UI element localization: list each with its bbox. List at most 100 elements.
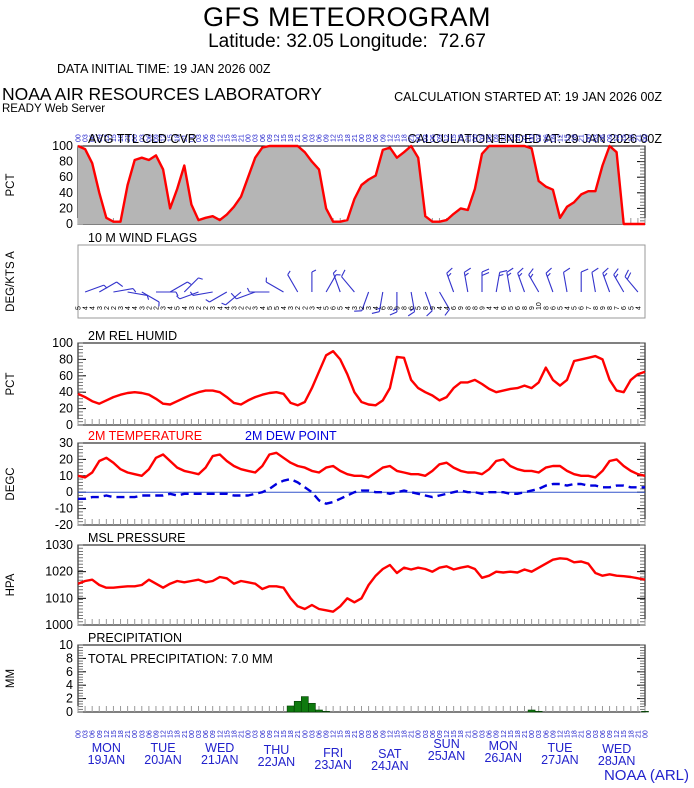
svg-text:18: 18 (288, 730, 295, 738)
svg-text:21: 21 (579, 730, 586, 738)
svg-text:21: 21 (409, 134, 416, 142)
svg-text:2: 2 (153, 306, 160, 310)
svg-text:7: 7 (614, 306, 621, 310)
svg-text:09: 09 (210, 730, 217, 738)
svg-text:09: 09 (324, 730, 331, 738)
svg-text:4: 4 (132, 306, 139, 310)
svg-text:3: 3 (352, 306, 359, 310)
svg-text:03: 03 (139, 134, 146, 142)
svg-text:21: 21 (522, 730, 529, 738)
svg-text:1000: 1000 (45, 618, 73, 632)
svg-text:00: 00 (529, 730, 536, 738)
svg-text:21: 21 (409, 730, 416, 738)
svg-text:3: 3 (97, 306, 104, 310)
svg-text:HPA: HPA (5, 573, 17, 596)
svg-text:10 M WIND FLAGS: 10 M WIND FLAGS (88, 231, 197, 245)
svg-text:TUE: TUE (547, 741, 572, 755)
svg-text:18: 18 (345, 134, 352, 142)
svg-text:0: 0 (66, 705, 73, 719)
svg-text:4: 4 (125, 306, 132, 310)
svg-text:00: 00 (189, 134, 196, 142)
svg-text:06: 06 (600, 730, 607, 738)
svg-text:6: 6 (409, 306, 416, 310)
svg-text:20: 20 (59, 201, 73, 215)
svg-text:4: 4 (316, 306, 323, 310)
svg-text:18: 18 (458, 134, 465, 142)
svg-text:09: 09 (380, 730, 387, 738)
svg-text:21: 21 (579, 134, 586, 142)
svg-text:AVG TTL CLD CVR: AVG TTL CLD CVR (88, 132, 197, 146)
series-dew_point_2m_c (78, 477, 645, 505)
svg-text:8: 8 (522, 306, 529, 310)
svg-text:03: 03 (423, 730, 430, 738)
svg-text:4: 4 (260, 306, 267, 310)
svg-text:03: 03 (253, 730, 260, 738)
svg-text:06: 06 (487, 730, 494, 738)
svg-text:60: 60 (59, 369, 73, 383)
svg-text:3: 3 (231, 306, 238, 310)
svg-text:15: 15 (508, 134, 515, 142)
svg-text:15: 15 (168, 730, 175, 738)
svg-text:21: 21 (352, 730, 359, 738)
svg-text:2: 2 (302, 306, 309, 310)
svg-text:00: 00 (302, 730, 309, 738)
svg-text:06: 06 (203, 730, 210, 738)
svg-text:06: 06 (90, 134, 97, 142)
panel-pres: MSL PRESSURE HPA 1000 1010 1020 1030 (5, 531, 646, 632)
svg-text:21JAN: 21JAN (201, 753, 239, 767)
series-temperature_2m_c (77, 451, 646, 479)
svg-text:8: 8 (423, 306, 430, 310)
svg-text:12: 12 (217, 730, 224, 738)
svg-text:DEGC: DEGC (5, 467, 17, 500)
svg-text:12: 12 (501, 730, 508, 738)
svg-text:9: 9 (458, 306, 465, 310)
svg-text:5: 5 (338, 306, 345, 310)
svg-text:15: 15 (565, 134, 572, 142)
svg-text:MM: MM (5, 669, 17, 688)
svg-text:21: 21 (239, 134, 246, 142)
svg-text:12: 12 (104, 730, 111, 738)
svg-text:2: 2 (239, 306, 246, 310)
svg-text:21: 21 (295, 730, 302, 738)
svg-text:09: 09 (550, 730, 557, 738)
precip-bars (286, 696, 649, 713)
svg-text:2: 2 (66, 692, 73, 706)
svg-text:8: 8 (402, 306, 409, 310)
svg-text:12: 12 (274, 134, 281, 142)
svg-text:15: 15 (281, 730, 288, 738)
svg-text:06: 06 (316, 134, 323, 142)
svg-text:12: 12 (161, 134, 168, 142)
svg-text:10: 10 (536, 302, 543, 310)
svg-text:5: 5 (572, 306, 579, 310)
svg-text:MSL PRESSURE: MSL PRESSURE (88, 531, 185, 545)
svg-text:4: 4 (373, 306, 380, 310)
svg-text:40: 40 (59, 385, 73, 399)
svg-text:00: 00 (643, 134, 650, 142)
svg-text:09: 09 (153, 134, 160, 142)
hour-labels-top: 00 03 06 09 12 15 18 21 00 03 06 09 12 15 18 21 00 03 06 09… (76, 134, 650, 142)
svg-text:03: 03 (479, 134, 486, 142)
svg-text:15: 15 (394, 730, 401, 738)
svg-text:6: 6 (501, 306, 508, 310)
svg-text:15: 15 (224, 730, 231, 738)
svg-text:03: 03 (309, 134, 316, 142)
series-msl_pressure_hpa (77, 557, 646, 613)
svg-text:19JAN: 19JAN (88, 753, 126, 767)
svg-text:18: 18 (572, 134, 579, 142)
svg-text:80: 80 (59, 352, 73, 366)
svg-text:03: 03 (83, 730, 90, 738)
svg-text:1020: 1020 (45, 565, 73, 579)
svg-text:28JAN: 28JAN (598, 754, 636, 768)
svg-text:23JAN: 23JAN (314, 758, 352, 772)
svg-text:3: 3 (139, 306, 146, 310)
svg-text:03: 03 (536, 134, 543, 142)
svg-text:2M REL HUMID: 2M REL HUMID (88, 329, 177, 343)
svg-text:00: 00 (359, 134, 366, 142)
svg-text:4: 4 (565, 306, 572, 310)
svg-text:00: 00 (586, 134, 593, 142)
svg-text:4: 4 (281, 306, 288, 310)
svg-text:5: 5 (267, 306, 274, 310)
svg-text:6: 6 (331, 306, 338, 310)
svg-text:06: 06 (543, 730, 550, 738)
